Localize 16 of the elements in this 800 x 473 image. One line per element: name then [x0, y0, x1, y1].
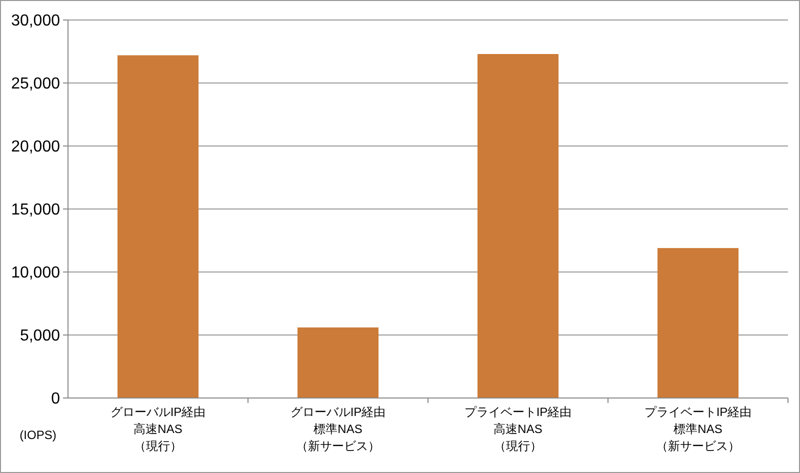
x-tick-label: グローバルIP経由高速NAS（現行）: [110, 405, 206, 453]
y-tick-label: 20,000: [11, 138, 60, 156]
x-tick-label: プライベートIP経由高速NAS（現行）: [464, 405, 572, 453]
y-tick-label: 25,000: [11, 76, 60, 93]
y-axis-title: (IOPS): [20, 428, 56, 442]
bar: [658, 248, 738, 398]
y-tick-label: 0: [51, 390, 60, 408]
y-tick-label: 15,000: [11, 202, 60, 219]
y-tick-label: 5,000: [20, 328, 60, 345]
x-tick-label: グローバルIP経由標準NAS（新サービス）: [290, 405, 386, 453]
bar: [478, 54, 558, 398]
bar: [298, 327, 378, 398]
y-tick-label: 10,000: [11, 264, 60, 282]
bar: [118, 55, 198, 398]
x-tick-label: プライベートIP経由標準NAS（新サービス）: [644, 405, 752, 453]
y-tick-label: 30,000: [11, 12, 60, 30]
